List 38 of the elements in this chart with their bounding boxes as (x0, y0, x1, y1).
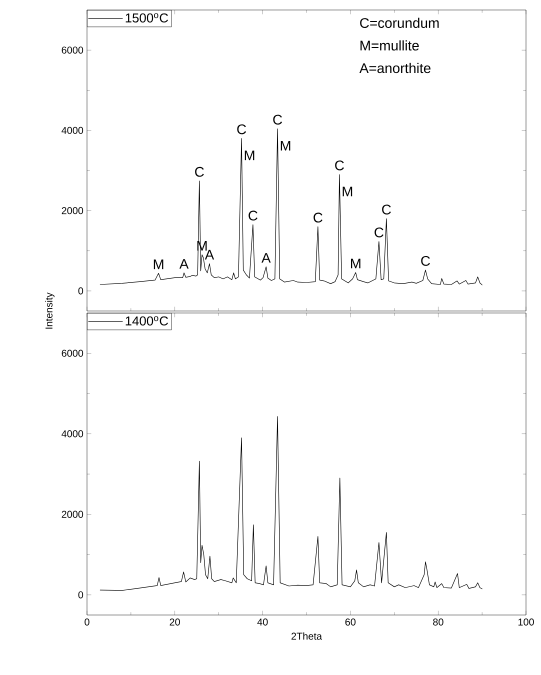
y-tick-label: 4000 (62, 126, 84, 134)
x-tick-label: 0 (84, 618, 90, 626)
legend-label: 1500$^{o}$C (126, 13, 168, 23)
y-tick-label: 0 (78, 287, 84, 294)
x-tick-label: 20 (170, 618, 180, 626)
y-tick-label: 4000 (62, 430, 84, 438)
y-axis-title: Intensity (45, 292, 54, 329)
x-tick-label: 100 (518, 618, 534, 626)
x-tick-label: 80 (433, 618, 444, 626)
annotation: A (179, 259, 189, 269)
annotation: M=mullite (360, 40, 419, 51)
legend-label: 1400$^{o}$C (126, 316, 168, 326)
y-tick-label: 6000 (62, 46, 84, 54)
y-tick-label: 2000 (62, 510, 84, 518)
annotation: M (351, 258, 360, 268)
annotation: C (237, 124, 246, 134)
annotation: M (280, 140, 290, 151)
x-tick-label: 40 (257, 618, 268, 626)
annotation: C (421, 256, 430, 266)
annotation: A=anorthite (359, 62, 430, 74)
x-axis-title: 2Theta (291, 632, 322, 640)
annotation: C (195, 166, 204, 177)
annotation: C (335, 160, 344, 170)
y-tick-label: 6000 (62, 350, 84, 357)
annotation: C (314, 212, 322, 223)
annotation: C=corundum (360, 18, 439, 28)
annotation: C (374, 227, 384, 238)
annotation: M (154, 259, 164, 270)
annotation: C (273, 114, 282, 125)
y-tick-label: 0 (78, 591, 84, 598)
annotation: A (204, 250, 214, 260)
y-tick-label: 2000 (62, 207, 84, 214)
annotation: A (261, 253, 271, 263)
annotation: M (342, 186, 352, 196)
annotation: C (382, 204, 391, 215)
annotation: C (248, 210, 258, 221)
x-tick-label: 60 (345, 618, 356, 626)
annotation: M (244, 150, 254, 160)
